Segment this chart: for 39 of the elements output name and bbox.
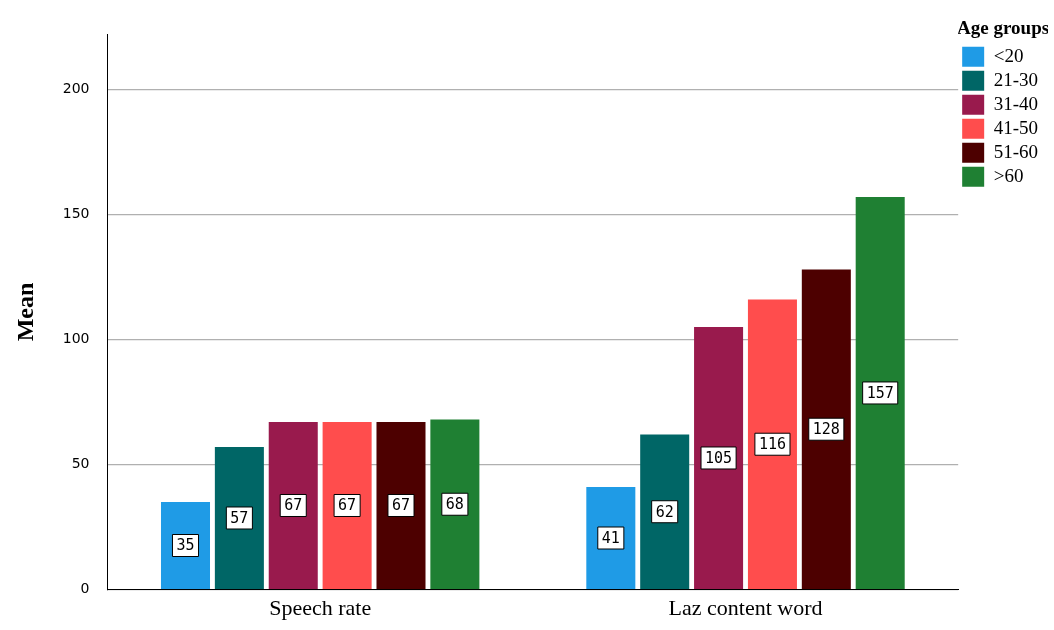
bar xyxy=(801,269,851,589)
y-tick-label: 0 xyxy=(80,580,90,597)
bar xyxy=(747,299,797,589)
bar xyxy=(376,422,426,589)
legend-title: Age groups xyxy=(957,17,1050,39)
y-tick-label: 50 xyxy=(71,455,90,472)
legend-label: 51-60 xyxy=(993,140,1038,162)
data-label: 128 xyxy=(812,420,840,439)
data-label: 157 xyxy=(866,383,894,402)
legend-label: <20 xyxy=(993,44,1024,66)
bar xyxy=(694,327,744,589)
y-tick-label: 200 xyxy=(62,80,90,97)
bar xyxy=(855,196,905,589)
x-tick-label: Laz content word xyxy=(668,594,823,620)
data-label: 116 xyxy=(758,435,786,454)
bar xyxy=(640,434,690,589)
bar xyxy=(160,502,211,589)
bar xyxy=(322,422,372,589)
legend-label: 41-50 xyxy=(993,116,1038,138)
bar xyxy=(586,487,636,589)
y-tick-label: 100 xyxy=(62,330,90,347)
bar xyxy=(430,419,480,589)
bar xyxy=(214,447,264,589)
y-tick-label: 150 xyxy=(62,205,90,222)
data-label: 57 xyxy=(230,508,249,527)
legend-label: 31-40 xyxy=(993,92,1038,114)
legend-label: >60 xyxy=(993,164,1024,186)
data-label: 67 xyxy=(391,496,411,515)
data-label: 35 xyxy=(176,536,195,555)
data-label: 68 xyxy=(445,495,464,514)
x-tick-label: Speech rate xyxy=(269,594,372,620)
legend-label: 21-30 xyxy=(993,68,1038,90)
data-label: 62 xyxy=(655,502,674,521)
bar xyxy=(268,422,318,589)
data-label: 41 xyxy=(601,528,620,547)
data-label: 67 xyxy=(284,496,303,515)
data-label: 105 xyxy=(705,448,733,467)
data-label: 67 xyxy=(338,496,357,515)
y-axis-title: Mean xyxy=(11,282,38,342)
